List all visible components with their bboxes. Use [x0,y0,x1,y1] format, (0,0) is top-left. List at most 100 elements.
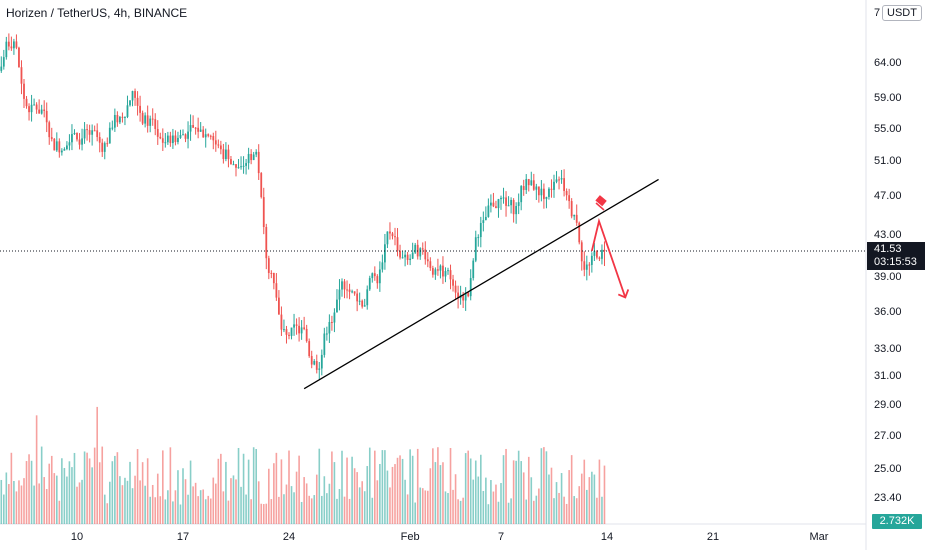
candle-body [189,125,192,132]
candle-body [68,142,71,146]
candle-body [482,220,485,224]
volume-bar [283,494,285,524]
candle-body [240,166,242,168]
price-tick-label: 25.00 [874,463,902,476]
projection-arrow[interactable] [590,217,627,298]
candle-body [363,305,366,307]
last-price-badge: 41.53 03:15:53 [867,242,925,270]
candle-body [346,289,348,291]
volume-bar [442,462,444,524]
volume-bar [565,503,568,524]
volume-bar [570,455,573,524]
candle-body [222,149,225,160]
candle-body [429,261,432,269]
candle-body [553,181,555,190]
candle-body [194,127,197,129]
candle-body [214,140,217,145]
currency-badge[interactable]: USDT [882,5,922,21]
volume-bar [414,502,416,524]
candle-body [270,272,273,274]
candle-body [86,129,88,131]
volume-bar [184,479,187,524]
candle-body [98,137,101,143]
volume-bar [333,462,336,524]
volume-bar [278,496,280,524]
candle-body [197,127,200,132]
volume-bar [452,489,454,524]
candle-body [343,281,346,290]
volume-bars [0,406,606,524]
candle-body [439,265,442,271]
candle-body [174,135,177,143]
candle-body [7,41,10,47]
candle-body [356,293,359,302]
candle-body [310,356,313,365]
volume-bar [103,494,106,524]
candle-body [484,216,487,221]
volume-bar [290,486,293,524]
volume-bar [207,495,210,524]
volume-bar [53,473,56,524]
candle-body [121,116,124,118]
volume-bar [474,460,477,524]
candle-body [278,297,280,315]
volume-bar [593,474,596,524]
volume-bar [490,480,492,524]
volume-bar [3,494,5,524]
candle-body [119,116,121,123]
volume-bar [199,490,202,524]
volume-bar [40,446,43,524]
volume-bar [522,472,525,524]
volume-bar [409,449,411,524]
candle-body [469,278,472,297]
candle-body [580,242,583,262]
candle-body [378,269,381,284]
volume-bar [134,475,136,524]
volume-bar [255,448,257,524]
candle-body [108,127,111,144]
volume-bar [247,459,250,524]
candle-body [603,249,606,251]
volume-bar [116,452,119,524]
candle-body [558,179,560,181]
volume-bar [106,503,109,524]
volume-bar [444,491,447,524]
candle-body [151,118,154,120]
volume-bar [93,447,96,524]
volume-bar [43,477,45,524]
candle-body [543,188,545,199]
volume-bar [98,462,101,524]
volume-bar [343,496,346,524]
volume-bar [101,446,104,524]
volume-bar [487,504,490,524]
volume-bar [78,482,81,524]
trendline[interactable] [303,178,659,390]
price-tick-label: 55.00 [874,122,902,135]
price-tick-label: 47.00 [874,190,902,203]
volume-bar [464,453,467,524]
volume-bar [227,500,230,524]
volume-bar [48,463,51,524]
candle-body [28,106,30,113]
candle-body [262,197,265,228]
volume-bar [308,495,310,524]
volume-bar [389,487,391,524]
volume-bar [288,450,290,524]
candle-body [126,105,129,117]
candle-body [452,279,454,286]
volume-bar [404,479,406,524]
price-axis-top-label: 7 [874,7,881,19]
volume-bar [336,498,338,524]
volume-bar [293,492,295,524]
volume-bar [558,492,560,524]
volume-bar [136,449,139,524]
volume-bar [209,498,212,524]
candle-body [565,190,568,196]
time-tick-label: Mar [809,531,829,543]
candle-body [588,264,591,266]
volume-bar [376,480,379,524]
candle-body [520,186,523,203]
volume-bar [13,480,15,524]
volume-bar [262,504,265,524]
